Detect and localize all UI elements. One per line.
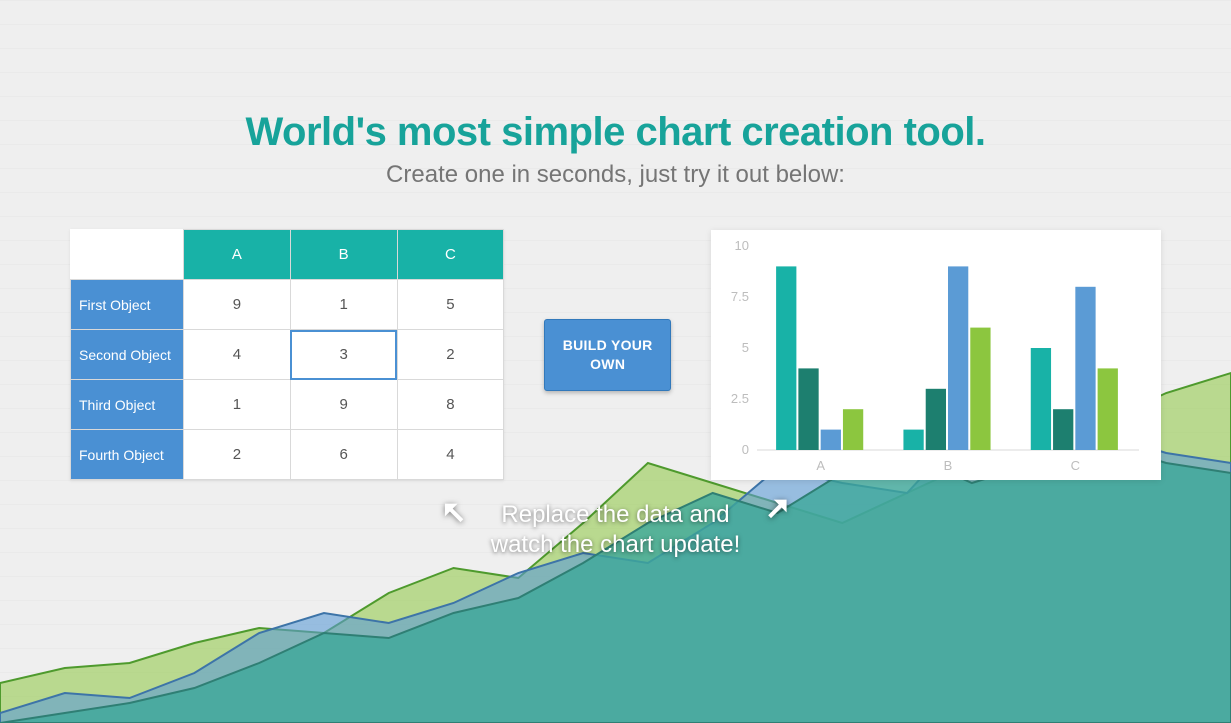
- bar-chart: 0 2.5 5 7.5 10 A B C: [711, 230, 1161, 480]
- hero: World's most simple chart creation tool.…: [0, 0, 1231, 189]
- svg-text:7.5: 7.5: [731, 289, 749, 304]
- svg-text:2.5: 2.5: [731, 391, 749, 406]
- table-row: Fourth Object264: [71, 430, 504, 480]
- data-cell[interactable]: 1: [290, 280, 397, 330]
- bar-chart-svg: 0 2.5 5 7.5 10 A B C: [721, 240, 1143, 474]
- caption-line1: Replace the data and: [501, 501, 729, 528]
- data-table: A B C First Object915Second Object432Thi…: [70, 229, 504, 480]
- svg-text:10: 10: [735, 240, 749, 253]
- data-cell[interactable]: 5: [397, 280, 504, 330]
- table-corner: [71, 230, 184, 280]
- arrow-right-icon: [758, 494, 792, 537]
- caption: Replace the data and watch the chart upd…: [491, 500, 741, 560]
- col-header[interactable]: B: [290, 230, 397, 280]
- arrow-left-icon: [439, 498, 473, 541]
- data-cell[interactable]: 2: [397, 330, 504, 380]
- workbench: A B C First Object915Second Object432Thi…: [0, 229, 1231, 480]
- table-row: Third Object198: [71, 380, 504, 430]
- data-cell[interactable]: 9: [184, 280, 291, 330]
- row-header[interactable]: Second Object: [71, 330, 184, 380]
- data-cell[interactable]: 2: [184, 430, 291, 480]
- build-your-own-button[interactable]: BUILD YOUR OWN: [544, 319, 671, 391]
- data-cell[interactable]: 9: [290, 380, 397, 430]
- data-cell[interactable]: 4: [397, 430, 504, 480]
- data-cell[interactable]: 1: [184, 380, 291, 430]
- svg-text:B: B: [944, 458, 953, 473]
- page-title: World's most simple chart creation tool.: [0, 110, 1231, 155]
- table-row: First Object915: [71, 280, 504, 330]
- row-header[interactable]: Fourth Object: [71, 430, 184, 480]
- col-header[interactable]: A: [184, 230, 291, 280]
- svg-text:0: 0: [742, 442, 749, 457]
- data-cell[interactable]: 3: [290, 330, 397, 380]
- svg-text:5: 5: [742, 340, 749, 355]
- table-row: Second Object432: [71, 330, 504, 380]
- svg-text:A: A: [816, 458, 825, 473]
- caption-line2: watch the chart update!: [491, 531, 741, 558]
- data-cell[interactable]: 4: [184, 330, 291, 380]
- data-cell[interactable]: 8: [397, 380, 504, 430]
- col-header[interactable]: C: [397, 230, 504, 280]
- row-header[interactable]: Third Object: [71, 380, 184, 430]
- row-header[interactable]: First Object: [71, 280, 184, 330]
- data-cell[interactable]: 6: [290, 430, 397, 480]
- page-subtitle: Create one in seconds, just try it out b…: [0, 161, 1231, 189]
- svg-text:C: C: [1071, 458, 1080, 473]
